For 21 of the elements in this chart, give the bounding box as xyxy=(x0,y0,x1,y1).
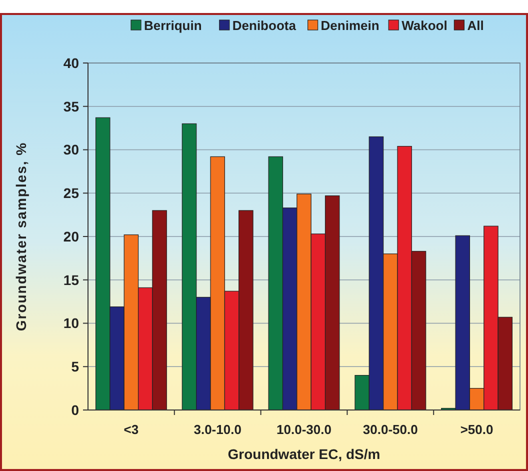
y-tick-label: 20 xyxy=(63,228,80,244)
y-tick-label: 5 xyxy=(71,358,80,375)
y-tick-label: 30 xyxy=(63,142,80,158)
x-axis-title: Groundwater EC, dS/m xyxy=(228,446,380,462)
legend-label: Deniboota xyxy=(232,18,297,33)
y-tick-label: 35 xyxy=(63,98,80,114)
y-tick-label: 10 xyxy=(63,315,80,332)
y-tick-label: 15 xyxy=(63,272,80,288)
x-tick-label: >50.0 xyxy=(460,422,494,437)
x-tick-label: 30.0-50.0 xyxy=(362,422,418,437)
x-tick-label: 3.0-10.0 xyxy=(194,422,242,437)
x-tick-label: 10.0-30.0 xyxy=(276,422,332,437)
x-tick-label: <3 xyxy=(124,422,139,437)
legend-label: Wakool xyxy=(402,18,448,33)
legend-label: Denimein xyxy=(320,18,380,33)
legend-label: All xyxy=(467,18,484,33)
y-tick-label: 25 xyxy=(63,185,80,202)
y-axis-title: Groundwater samples, % xyxy=(13,142,29,332)
legend-label: Berriquin xyxy=(144,18,202,33)
y-tick-label: 40 xyxy=(63,54,80,71)
y-tick-label: 0 xyxy=(71,402,80,418)
